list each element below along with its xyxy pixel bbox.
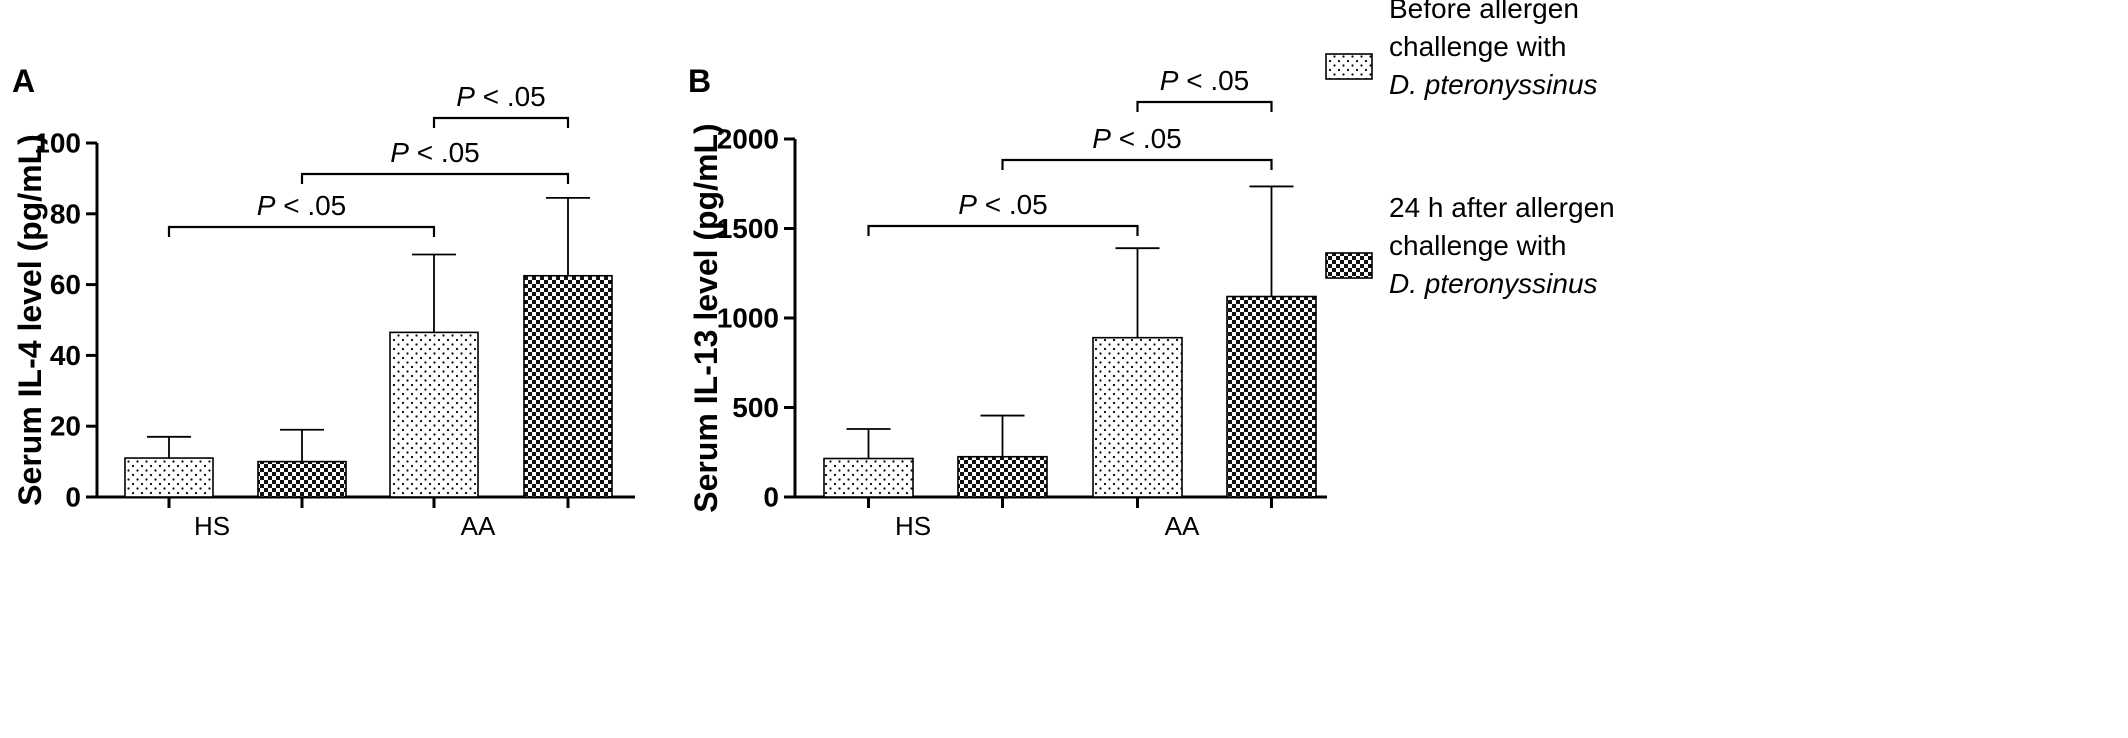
p-threshold: < .05 [1111,123,1182,154]
significance-label: P < .05 [390,137,480,168]
bar-hs-dots [823,457,914,498]
legend-text-line: Before allergen [1389,0,1579,24]
category-label: HS [895,511,931,541]
significance-bracket [432,116,570,128]
legend-swatch [1325,53,1373,80]
p-symbol: P [390,137,409,168]
category-label: HS [194,511,230,541]
y-axis-label: Serum IL-4 level (pg/mL) [12,134,48,506]
significance-label: P < .05 [257,190,347,221]
y-tick-label: 80 [50,198,81,229]
y-tick-label: 40 [50,340,81,371]
legend-item-checker: 24 h after allergen challenge with D. pter… [1325,192,1615,299]
bar-hs-checker [957,455,1048,498]
y-axis-label: Serum IL-13 level (pg/mL) [688,123,724,512]
legend: Before allergen challenge with D. pteronys… [1325,0,1615,299]
legend-swatch [1325,252,1373,279]
legend-item-dots: Before allergen challenge with D. pteronys… [1325,0,1598,100]
bar-aa-dots [1092,336,1183,498]
significance-label: P < .05 [1092,123,1182,154]
legend-text-line: challenge with [1389,230,1566,261]
bar-aa-checker [1226,295,1317,498]
y-tick-label: 1500 [717,213,779,244]
y-tick-label: 0 [763,482,779,513]
y-tick-label: 0 [65,482,81,513]
category-label: AA [1165,511,1200,541]
legend-text-line: D. pteronyssinus [1389,69,1598,100]
p-symbol: P [257,190,276,221]
significance-bracket [867,224,1139,236]
bar-aa-checker [523,274,613,498]
significance-bracket [167,225,436,237]
bar-hs-dots [124,457,214,498]
p-symbol: P [958,189,977,220]
significance-label: P < .05 [1160,65,1250,96]
panel-A: A Serum IL-4 level (pg/mL) 0 20 40 60 80 100 HS A… [12,63,635,541]
p-symbol: P [1092,123,1111,154]
panel-letter: B [688,63,711,99]
p-threshold: < .05 [1178,65,1249,96]
legend-text-line: challenge with [1389,31,1566,62]
bar-hs-checker [257,460,347,498]
p-threshold: < .05 [977,189,1048,220]
panel-B: B Serum IL-13 level (pg/mL) 0 500 1000 1500 20… [688,63,1327,541]
y-tick-label: 100 [34,128,81,159]
legend-text-line: D. pteronyssinus [1389,268,1598,299]
p-threshold: < .05 [409,137,480,168]
category-label: AA [461,511,496,541]
significance-bracket [1001,158,1273,170]
panel-letter: A [12,63,35,99]
y-tick-label: 60 [50,269,81,300]
p-threshold: < .05 [475,81,546,112]
y-tick-label: 2000 [717,124,779,155]
bar-aa-dots [389,331,479,498]
significance-label: P < .05 [958,189,1048,220]
significance-bracket [300,172,570,184]
significance-label: P < .05 [456,81,546,112]
legend-text-line: 24 h after allergen [1389,192,1615,223]
p-threshold: < .05 [275,190,346,221]
y-tick-label: 1000 [717,303,779,334]
y-tick-label: 500 [732,392,779,423]
p-symbol: P [456,81,475,112]
y-tick-label: 20 [50,411,81,442]
significance-bracket [1136,100,1273,112]
p-symbol: P [1160,65,1179,96]
